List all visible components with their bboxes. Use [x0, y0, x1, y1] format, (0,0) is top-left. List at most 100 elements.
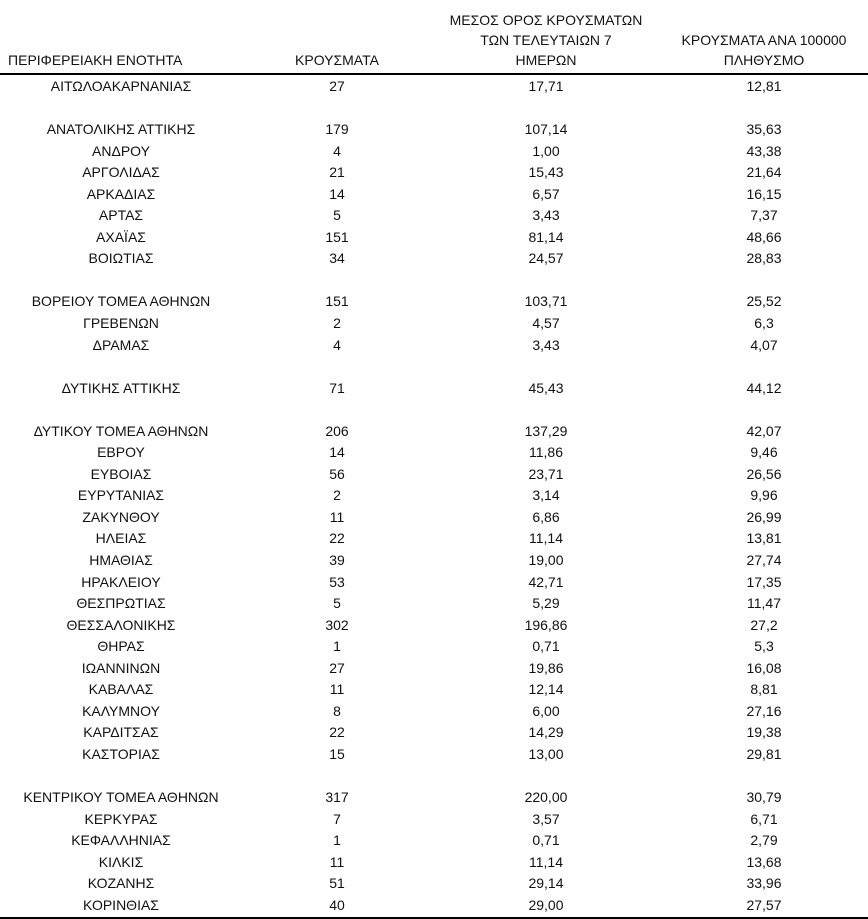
table-row: ΚΕΡΚΥΡΑΣ 7 3,57 6,71 — [0, 809, 868, 831]
table-row: ΗΜΑΘΙΑΣ 39 19,00 27,74 — [0, 550, 868, 572]
cell-per100k: 13,81 — [746, 530, 782, 547]
cell-region: ΑΡΤΑΣ — [98, 207, 144, 224]
header-avg7: ΜΕΣΟΣ ΟΡΟΣ ΚΡΟΥΣΜΑΤΩΝ ΤΩΝ ΤΕΛΕΥΤΑΙΩΝ 7 Η… — [449, 12, 643, 68]
table-row: ΚΑΡΔΙΤΣΑΣ 22 14,29 19,38 — [0, 722, 868, 744]
cell-per100k: 4,07 — [750, 336, 778, 353]
cell-region: ΘΕΣΠΡΩΤΙΑΣ — [76, 595, 166, 612]
cell-cases: 317 — [325, 789, 349, 806]
cell-region: ΔΡΑΜΑΣ — [92, 336, 150, 353]
spacer-row — [0, 270, 868, 292]
cell-cases: 151 — [325, 293, 349, 310]
cell-region: ΕΒΡΟΥ — [97, 444, 145, 461]
cell-cases: 21 — [329, 164, 345, 181]
table-row: ΚΕΦΑΛΛΗΝΙΑΣ 1 0,71 2,79 — [0, 830, 868, 852]
cell-region: ΑΝΑΤΟΛΙΚΗΣ ΑΤΤΙΚΗΣ — [46, 121, 196, 138]
cell-avg7: 13,00 — [528, 745, 564, 762]
cell-avg7: 11,86 — [529, 444, 563, 461]
cell-cases: 34 — [329, 250, 345, 267]
header-cases: ΚΡΟΥΣΜΑΤΑ — [295, 52, 379, 68]
cell-cases: 11 — [329, 508, 345, 525]
cell-region: ΖΑΚΥΝΘΟΥ — [82, 508, 160, 525]
cell-region: ΚΕΡΚΥΡΑΣ — [84, 810, 158, 827]
cell-per100k: 11,47 — [747, 595, 781, 612]
cell-cases: 151 — [325, 228, 349, 245]
table-body: ΑΙΤΩΛΟΑΚΑΡΝΑΝΙΑΣ 27 17,71 12,81 ΑΝΑΤΟΛΙΚ… — [0, 75, 868, 916]
cell-avg7: 19,86 — [528, 659, 564, 676]
cell-avg7: 103,71 — [524, 293, 568, 310]
spacer-row — [0, 766, 868, 788]
header-region: ΠΕΡΙΦΕΡΕΙΑΚΗ ΕΝΟΤΗΤΑ — [8, 52, 183, 68]
cell-cases: 5 — [333, 207, 341, 224]
cell-avg7: 42,71 — [528, 573, 564, 590]
cell-per100k: 26,99 — [746, 508, 782, 525]
cell-cases: 40 — [329, 896, 345, 913]
cell-per100k: 2,79 — [750, 832, 778, 849]
table-row: ΚΑΒΑΛΑΣ 11 12,14 8,81 — [0, 679, 868, 701]
cell-region: ΑΡΓΟΛΙΔΑΣ — [82, 164, 160, 181]
spacer-row — [0, 399, 868, 421]
table-row: ΘΕΣΠΡΩΤΙΑΣ 5 5,29 11,47 — [0, 593, 868, 615]
cell-cases: 22 — [329, 724, 345, 741]
cell-per100k: 44,12 — [746, 379, 782, 396]
cell-per100k: 27,74 — [746, 552, 782, 569]
cell-avg7: 220,00 — [524, 789, 568, 806]
cell-avg7: 14,29 — [528, 724, 564, 741]
cell-cases: 8 — [333, 702, 341, 719]
cell-per100k: 30,79 — [746, 789, 782, 806]
cell-region: ΑΡΚΑΔΙΑΣ — [86, 185, 156, 202]
cell-cases: 4 — [333, 336, 341, 353]
table-row: ΖΑΚΥΝΘΟΥ 11 6,86 26,99 — [0, 507, 868, 529]
cell-region: ΕΥΡΥΤΑΝΙΑΣ — [77, 487, 165, 504]
table-row: ΑΧΑΪΑΣ 151 81,14 48,66 — [0, 227, 868, 249]
cell-avg7: 3,57 — [532, 810, 560, 827]
cell-cases: 53 — [329, 573, 345, 590]
cell-per100k: 43,38 — [746, 142, 782, 159]
table-row: ΘΕΣΣΑΛΟΝΙΚΗΣ 302 196,86 27,2 — [0, 615, 868, 637]
table-row: ΙΩΑΝΝΙΝΩΝ 27 19,86 16,08 — [0, 658, 868, 680]
cell-cases: 7 — [333, 810, 341, 827]
table-row: ΑΡΚΑΔΙΑΣ 14 6,57 16,15 — [0, 184, 868, 206]
cell-cases: 2 — [333, 487, 341, 504]
table-row: ΑΝΔΡΟΥ 4 1,00 43,38 — [0, 141, 868, 163]
cell-region: ΔΥΤΙΚΟΥ ΤΟΜΕΑ ΑΘΗΝΩΝ — [33, 422, 209, 439]
cell-region: ΚΟΖΑΝΗΣ — [87, 875, 155, 892]
table-row: ΚΑΛΥΜΝΟΥ 8 6,00 27,16 — [0, 701, 868, 723]
table-row: ΗΡΑΚΛΕΙΟΥ 53 42,71 17,35 — [0, 572, 868, 594]
table-row: ΑΙΤΩΛΟΑΚΑΡΝΑΝΙΑΣ 27 17,71 12,81 — [0, 76, 868, 98]
cell-cases: 71 — [329, 379, 345, 396]
cell-cases: 39 — [329, 552, 345, 569]
cell-cases: 27 — [329, 78, 345, 94]
table-row: ΓΡΕΒΕΝΩΝ 2 4,57 6,3 — [0, 313, 868, 335]
table-row: ΕΥΡΥΤΑΝΙΑΣ 2 3,14 9,96 — [0, 485, 868, 507]
cell-avg7: 17,71 — [528, 78, 564, 94]
cell-avg7: 3,43 — [532, 207, 560, 224]
cell-region: ΚΟΡΙΝΘΙΑΣ — [83, 896, 159, 913]
table-row: ΘΗΡΑΣ 1 0,71 5,3 — [0, 636, 868, 658]
table-row: ΚΙΛΚΙΣ 11 11,14 13,68 — [0, 852, 868, 874]
cell-per100k: 26,56 — [746, 465, 782, 482]
cell-avg7: 29,14 — [528, 875, 564, 892]
cell-per100k: 13,68 — [746, 853, 782, 870]
cell-region: ΑΙΤΩΛΟΑΚΑΡΝΑΝΙΑΣ — [50, 78, 192, 94]
cell-avg7: 0,71 — [532, 832, 560, 849]
cell-region: ΕΥΒΟΙΑΣ — [90, 465, 152, 482]
cell-avg7: 19,00 — [528, 552, 564, 569]
cell-avg7: 6,57 — [532, 185, 560, 202]
cell-per100k: 21,64 — [746, 164, 782, 181]
cell-cases: 15 — [329, 745, 345, 762]
cell-per100k: 25,52 — [746, 293, 782, 310]
cell-region: ΚΙΛΚΙΣ — [98, 853, 144, 870]
table-row: ΔΡΑΜΑΣ 4 3,43 4,07 — [0, 335, 868, 357]
cell-avg7: 45,43 — [528, 379, 564, 396]
cell-avg7: 6,86 — [532, 508, 560, 525]
cell-region: ΔΥΤΙΚΗΣ ΑΤΤΙΚΗΣ — [61, 379, 181, 396]
cell-per100k: 9,46 — [750, 444, 778, 461]
cell-avg7: 1,00 — [532, 142, 560, 159]
cell-cases: 5 — [333, 595, 341, 612]
table-row: ΕΥΒΟΙΑΣ 56 23,71 26,56 — [0, 464, 868, 486]
cell-avg7: 5,29 — [532, 595, 560, 612]
header-per100k: ΚΡΟΥΣΜΑΤΑ ΑΝΑ 100000 ΠΛΗΘΥΣΜΟ — [681, 32, 847, 68]
cell-cases: 56 — [329, 465, 345, 482]
cell-avg7: 3,43 — [532, 336, 560, 353]
